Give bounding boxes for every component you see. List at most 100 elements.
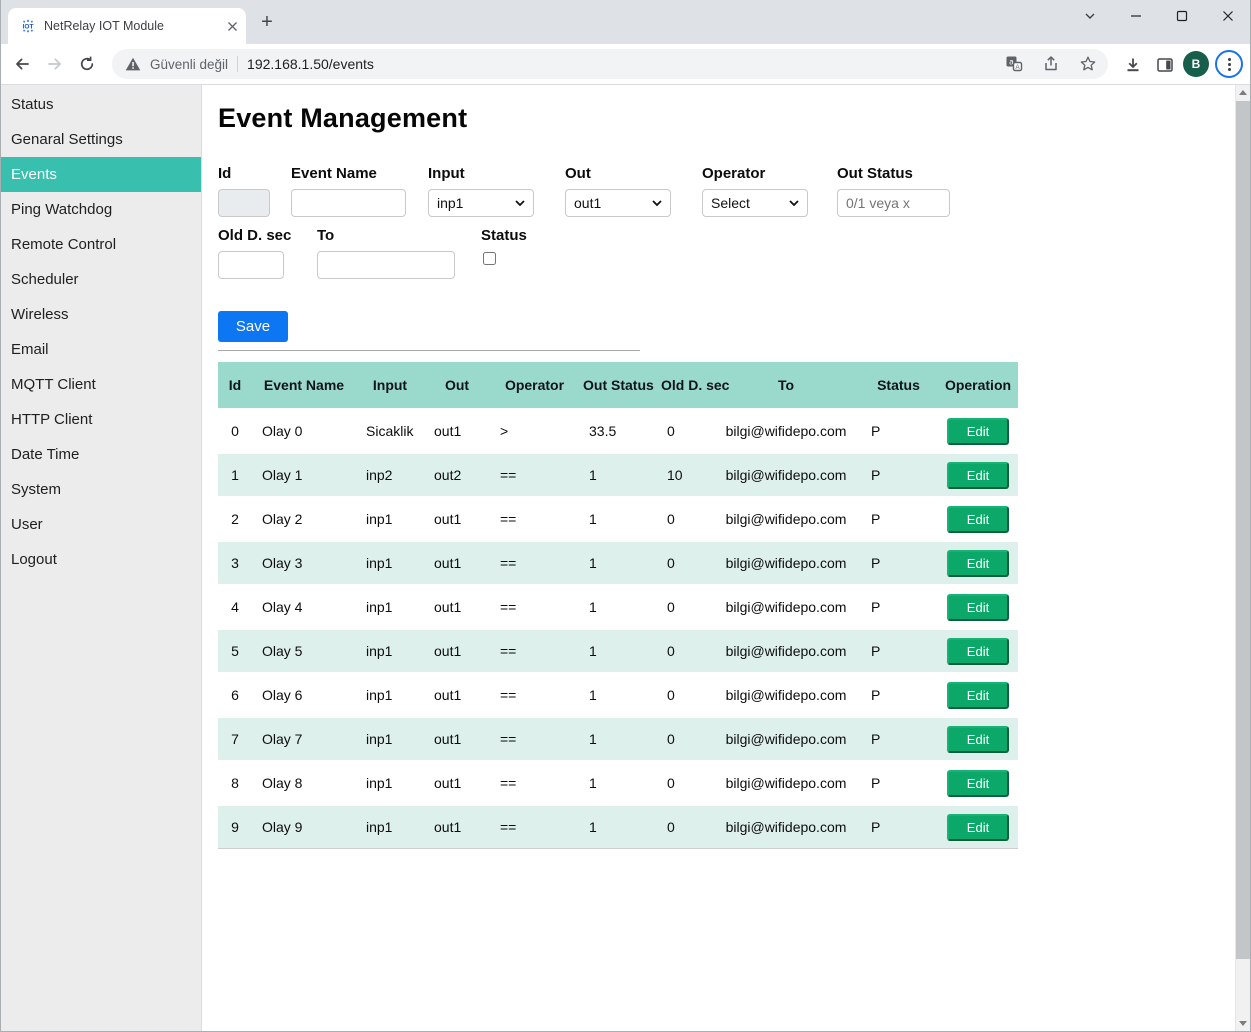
edit-button-row-3[interactable]: Edit	[947, 550, 1009, 577]
cell-operator: ==	[490, 804, 579, 849]
sidebar-item-date-time[interactable]: Date Time	[1, 437, 201, 472]
event-name-input[interactable]	[291, 189, 406, 217]
tab-title: NetRelay IOT Module	[44, 19, 219, 33]
chevron-down-icon[interactable]	[1067, 0, 1113, 32]
out-status-label: Out Status	[837, 165, 950, 182]
sidebar-item-email[interactable]: Email	[1, 332, 201, 367]
sidebar-item-ping-watchdog[interactable]: Ping Watchdog	[1, 192, 201, 227]
out-select[interactable]: out1	[565, 189, 671, 217]
edit-button-row-5[interactable]: Edit	[947, 638, 1009, 665]
cell-to: bilgi@wifidepo.com	[713, 540, 859, 584]
profile-avatar[interactable]: B	[1183, 51, 1209, 77]
sidebar-item-http-client[interactable]: HTTP Client	[1, 402, 201, 437]
tab-strip: IOT NetRelay IOT Module +	[0, 0, 1251, 44]
sidebar-item-label: Remote Control	[11, 236, 116, 253]
cell-status: P	[859, 408, 938, 452]
vertical-scrollbar[interactable]	[1235, 85, 1250, 1031]
cell-event-name: Olay 2	[252, 496, 356, 540]
sidebar-item-genaral-settings[interactable]: Genaral Settings	[1, 122, 201, 157]
cell-input: inp1	[356, 760, 424, 804]
cell-input: inp1	[356, 540, 424, 584]
edit-button-row-0[interactable]: Edit	[947, 418, 1009, 445]
security-label: Güvenli değil	[150, 57, 228, 72]
cell-status: P	[859, 760, 938, 804]
edit-button-row-4[interactable]: Edit	[947, 594, 1009, 621]
out-status-input[interactable]	[837, 189, 950, 217]
cell-out: out2	[424, 452, 490, 496]
translate-icon[interactable]: aA	[1000, 50, 1028, 78]
out-label: Out	[565, 165, 671, 182]
not-secure-warning-icon[interactable]	[125, 57, 141, 71]
edit-button-row-6[interactable]: Edit	[947, 682, 1009, 709]
download-icon[interactable]	[1119, 51, 1147, 79]
edit-button-row-1[interactable]: Edit	[947, 462, 1009, 489]
table-row-9: 9 Olay 9 inp1 out1 == 1 0 bilgi@wifidepo…	[218, 804, 1018, 849]
cell-status: P	[859, 628, 938, 672]
edit-button-row-7[interactable]: Edit	[947, 726, 1009, 753]
url-text: 192.168.1.50/events	[247, 56, 374, 72]
cell-old-d-sec: 0	[657, 716, 713, 760]
browser-tab[interactable]: IOT NetRelay IOT Module	[8, 8, 246, 44]
cell-to: bilgi@wifidepo.com	[713, 760, 859, 804]
cell-status: P	[859, 804, 938, 849]
close-button[interactable]	[1205, 0, 1251, 32]
cell-to: bilgi@wifidepo.com	[713, 672, 859, 716]
table-row-3: 3 Olay 3 inp1 out1 == 1 0 bilgi@wifidepo…	[218, 540, 1018, 584]
cell-status: P	[859, 540, 938, 584]
operator-select[interactable]: Select	[702, 189, 808, 217]
edit-button-row-8[interactable]: Edit	[947, 770, 1009, 797]
cell-operator: ==	[490, 540, 579, 584]
sidebar-item-logout[interactable]: Logout	[1, 542, 201, 577]
cell-out: out1	[424, 584, 490, 628]
back-button[interactable]	[5, 47, 39, 81]
cell-id: 8	[218, 760, 252, 804]
save-button[interactable]: Save	[218, 311, 288, 342]
reload-button[interactable]	[70, 47, 104, 81]
sidebar-item-scheduler[interactable]: Scheduler	[1, 262, 201, 297]
field-status: Status	[481, 227, 527, 270]
cell-out: out1	[424, 672, 490, 716]
page-title: Event Management	[218, 103, 467, 134]
new-tab-button[interactable]: +	[252, 7, 282, 37]
sidebar-item-remote-control[interactable]: Remote Control	[1, 227, 201, 262]
edit-button-row-2[interactable]: Edit	[947, 506, 1009, 533]
cell-out: out1	[424, 716, 490, 760]
sidebar-item-label: System	[11, 481, 61, 498]
status-checkbox[interactable]	[483, 252, 496, 265]
maximize-button[interactable]	[1159, 0, 1205, 32]
cell-id: 0	[218, 408, 252, 452]
forward-button[interactable]	[38, 47, 72, 81]
tab-close-icon[interactable]	[227, 21, 238, 32]
cell-id: 1	[218, 452, 252, 496]
to-input[interactable]	[317, 251, 455, 279]
scroll-up-arrow[interactable]	[1236, 85, 1250, 100]
sidebar-item-label: HTTP Client	[11, 411, 92, 428]
input-select[interactable]: inp1	[428, 189, 534, 217]
side-panel-icon[interactable]	[1151, 51, 1179, 79]
scroll-down-arrow[interactable]	[1236, 1016, 1250, 1031]
browser-menu-kebab-icon[interactable]	[1215, 50, 1243, 78]
address-bar[interactable]: Güvenli değil 192.168.1.50/events aA	[112, 49, 1108, 79]
sidebar-item-status[interactable]: Status	[1, 87, 201, 122]
sidebar-item-mqtt-client[interactable]: MQTT Client	[1, 367, 201, 402]
sidebar-item-events[interactable]: Events	[1, 157, 201, 192]
sidebar-item-wireless[interactable]: Wireless	[1, 297, 201, 332]
sidebar-item-user[interactable]: User	[1, 507, 201, 542]
table-row-1: 1 Olay 1 inp2 out2 == 1 10 bilgi@wifidep…	[218, 452, 1018, 496]
sidebar-item-label: Wireless	[11, 306, 69, 323]
edit-button-row-9[interactable]: Edit	[947, 814, 1009, 841]
cell-event-name: Olay 5	[252, 628, 356, 672]
scrollbar-thumb[interactable]	[1236, 101, 1250, 959]
table-row-0: 0 Olay 0 Sicaklik out1 > 33.5 0 bilgi@wi…	[218, 408, 1018, 452]
cell-id: 6	[218, 672, 252, 716]
minimize-button[interactable]	[1113, 0, 1159, 32]
share-icon[interactable]	[1037, 50, 1065, 78]
sidebar-item-label: Status	[11, 96, 54, 113]
sidebar-item-system[interactable]: System	[1, 472, 201, 507]
favicon-iot-icon: IOT	[20, 18, 36, 34]
bookmark-star-icon[interactable]	[1074, 50, 1102, 78]
cell-input: Sicaklik	[356, 408, 424, 452]
cell-operator: ==	[490, 496, 579, 540]
field-old-d-sec: Old D. sec	[218, 227, 291, 279]
old-d-sec-input[interactable]	[218, 251, 284, 279]
